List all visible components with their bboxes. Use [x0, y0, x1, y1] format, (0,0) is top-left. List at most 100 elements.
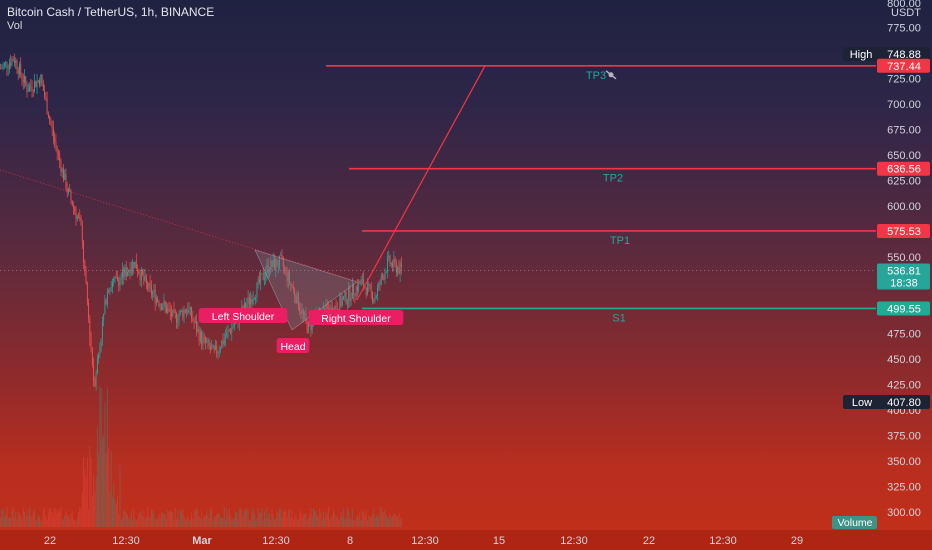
candle-body [104, 300, 106, 314]
high-badge-label: High [850, 49, 873, 61]
candle-body [380, 275, 382, 285]
volume-bar [125, 512, 127, 527]
candle-body [178, 314, 180, 321]
volume-bar [74, 520, 76, 527]
candle-body [145, 276, 147, 283]
volume-bar [358, 516, 360, 527]
volume-bar [39, 516, 41, 527]
volume-bar [257, 508, 259, 527]
volume-bar [132, 519, 134, 527]
candle-body [80, 218, 82, 226]
volume-bar [127, 514, 129, 527]
tp3-price-badge-value: 737.44 [887, 61, 921, 73]
candle-body [383, 276, 385, 280]
volume-bar [218, 513, 220, 527]
volume-bar [354, 520, 356, 527]
volume-bar [45, 515, 47, 527]
candle-body [106, 291, 108, 305]
price-axis: 800.00USDT775.00750.00725.00700.00675.00… [887, 0, 921, 519]
volume-bar [110, 451, 112, 527]
candle-body [269, 271, 270, 273]
volume-bar [46, 520, 48, 527]
volume-bar [116, 495, 118, 527]
volume-bar [276, 511, 278, 527]
volume-bar [139, 511, 141, 527]
volume-bar [309, 513, 311, 527]
candle-body [275, 259, 277, 270]
volume-bar [224, 519, 226, 527]
volume-bar [3, 517, 5, 527]
volume-bar [351, 509, 353, 527]
candle-body [154, 290, 156, 303]
candle-body [215, 345, 216, 350]
volume-bar [368, 515, 370, 527]
volume-bar [108, 448, 110, 527]
candle-body [144, 276, 146, 281]
volume-bar [240, 508, 242, 527]
candle-body [3, 63, 5, 66]
volume-bar [26, 510, 28, 527]
volume-bar [382, 512, 384, 527]
right-shoulder-label: Right Shoulder [308, 310, 404, 325]
candle-body [125, 267, 127, 276]
volume-bar [80, 508, 82, 527]
volume-bar [284, 511, 286, 527]
candle-body [94, 380, 96, 386]
volume-bar [35, 520, 37, 527]
volume-bar [344, 518, 346, 527]
candle-body [192, 318, 194, 321]
candle-body [328, 308, 329, 310]
volume-bar [301, 517, 303, 527]
time-tick-label: 12:30 [560, 535, 588, 547]
tp2-label: TP2 [603, 173, 623, 185]
volume-bar [226, 508, 228, 527]
volume-bar [211, 509, 213, 527]
volume-bar [121, 517, 123, 527]
candle-body [173, 309, 175, 312]
candle-body [148, 282, 150, 290]
time-axis-bg [0, 530, 932, 550]
volume-bar [162, 512, 164, 527]
volume-badge-bg [832, 516, 877, 529]
volume-bar [70, 513, 72, 527]
candle-body [86, 282, 88, 303]
high-badge-bg [843, 47, 930, 62]
volume-bar [282, 511, 284, 527]
candle-body [343, 296, 345, 300]
candle-body [25, 76, 27, 85]
candle-body [323, 308, 324, 310]
candle-body [189, 307, 191, 310]
volume-bar [384, 509, 386, 527]
volume-bar [100, 387, 102, 527]
candle-body [45, 97, 47, 99]
volume-bar [124, 509, 126, 527]
volume-bar [341, 516, 343, 527]
candle-body [299, 308, 301, 311]
volume-bar [360, 520, 362, 527]
candle-body [186, 310, 187, 313]
candle-body [142, 269, 144, 276]
volume-bar [22, 507, 24, 527]
tp1-label: TP1 [610, 235, 630, 247]
left-shoulder-label: Left Shoulder [198, 308, 288, 323]
candle-body [40, 74, 42, 86]
candle-body [291, 284, 293, 288]
volume-bar [281, 517, 283, 527]
s1-price-badge-bg [877, 301, 930, 316]
volume-bar [78, 512, 80, 527]
volume-bar [5, 514, 7, 527]
candle-body [157, 298, 159, 302]
candle-body [98, 352, 100, 359]
candle-body [292, 287, 294, 289]
axis-top-partial-label: 800.00 [887, 0, 921, 10]
volume-bar [380, 507, 382, 527]
candle-body [350, 298, 352, 301]
volume-bar [72, 519, 74, 527]
candle-body [369, 284, 371, 287]
candle-body [243, 302, 245, 311]
candle-body [399, 262, 401, 274]
volume-bar [349, 518, 351, 527]
candle-body [153, 290, 155, 293]
